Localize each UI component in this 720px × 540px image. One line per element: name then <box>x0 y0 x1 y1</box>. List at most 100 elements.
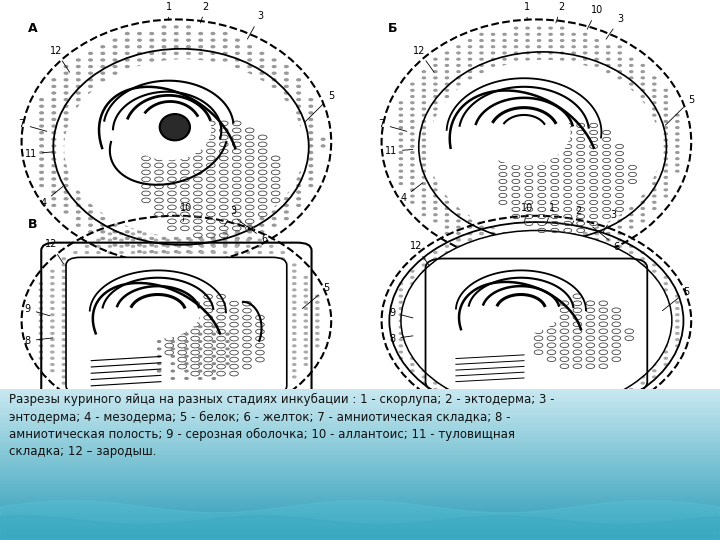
Circle shape <box>607 314 610 315</box>
Circle shape <box>492 208 495 210</box>
Circle shape <box>316 320 319 322</box>
Circle shape <box>503 245 506 247</box>
Circle shape <box>64 99 68 100</box>
Circle shape <box>676 170 679 172</box>
Circle shape <box>178 258 181 260</box>
Circle shape <box>212 351 215 353</box>
Circle shape <box>138 39 141 41</box>
Circle shape <box>584 201 587 203</box>
Circle shape <box>212 376 215 378</box>
Circle shape <box>158 348 161 350</box>
Circle shape <box>618 271 621 272</box>
Circle shape <box>248 118 251 120</box>
Circle shape <box>293 357 296 359</box>
Circle shape <box>109 326 112 328</box>
Text: 7: 7 <box>379 119 407 131</box>
Circle shape <box>469 246 472 247</box>
Circle shape <box>469 52 472 54</box>
Circle shape <box>309 112 312 114</box>
Circle shape <box>120 246 123 247</box>
Circle shape <box>515 320 518 322</box>
Circle shape <box>469 133 472 134</box>
Circle shape <box>109 314 112 315</box>
Circle shape <box>653 177 656 178</box>
Bar <box>0 534 720 536</box>
Circle shape <box>561 164 564 166</box>
Circle shape <box>400 357 402 359</box>
Circle shape <box>235 289 238 291</box>
Circle shape <box>561 233 564 235</box>
Circle shape <box>411 96 414 97</box>
Circle shape <box>248 65 251 68</box>
Circle shape <box>40 138 43 140</box>
Circle shape <box>446 271 449 272</box>
Circle shape <box>260 79 264 81</box>
Circle shape <box>132 339 135 341</box>
Bar <box>0 484 720 485</box>
Circle shape <box>492 351 495 353</box>
Circle shape <box>618 108 621 110</box>
Circle shape <box>561 102 564 104</box>
Circle shape <box>618 252 621 253</box>
Circle shape <box>572 251 575 253</box>
Circle shape <box>446 114 449 116</box>
Circle shape <box>526 183 529 185</box>
Circle shape <box>201 388 204 390</box>
Circle shape <box>40 152 43 153</box>
Circle shape <box>480 326 483 328</box>
Circle shape <box>503 233 506 235</box>
Circle shape <box>248 198 251 200</box>
Circle shape <box>125 52 129 55</box>
Circle shape <box>538 77 541 79</box>
Circle shape <box>572 295 575 297</box>
Circle shape <box>653 120 656 122</box>
Circle shape <box>178 414 181 415</box>
Circle shape <box>411 357 414 359</box>
Circle shape <box>446 382 449 384</box>
Circle shape <box>138 244 141 246</box>
Circle shape <box>223 191 227 193</box>
Circle shape <box>676 339 679 341</box>
Circle shape <box>595 90 598 91</box>
Circle shape <box>515 71 518 72</box>
Circle shape <box>446 158 449 160</box>
Circle shape <box>618 152 621 153</box>
Circle shape <box>630 326 633 328</box>
Circle shape <box>186 165 190 167</box>
Text: 12: 12 <box>413 46 434 72</box>
Circle shape <box>446 252 449 253</box>
Circle shape <box>630 289 633 291</box>
Circle shape <box>538 271 541 272</box>
Circle shape <box>549 289 552 291</box>
Circle shape <box>101 72 104 74</box>
Circle shape <box>526 214 529 215</box>
Circle shape <box>457 201 460 203</box>
Circle shape <box>503 145 506 147</box>
Circle shape <box>549 301 552 303</box>
Circle shape <box>189 382 192 384</box>
Circle shape <box>503 333 506 334</box>
Circle shape <box>595 201 598 203</box>
Circle shape <box>270 252 273 253</box>
Circle shape <box>434 376 437 378</box>
Circle shape <box>174 145 178 147</box>
Circle shape <box>270 314 273 315</box>
Circle shape <box>293 314 296 315</box>
Circle shape <box>434 345 437 347</box>
Circle shape <box>492 258 495 260</box>
Circle shape <box>155 295 158 297</box>
Circle shape <box>515 407 518 409</box>
Circle shape <box>584 227 587 228</box>
Circle shape <box>120 239 123 241</box>
Circle shape <box>572 233 575 235</box>
Circle shape <box>211 132 215 133</box>
Circle shape <box>561 407 564 409</box>
Circle shape <box>665 90 667 91</box>
Circle shape <box>526 195 529 197</box>
Circle shape <box>595 320 598 322</box>
Circle shape <box>584 214 587 215</box>
Circle shape <box>224 407 227 409</box>
Circle shape <box>446 152 449 153</box>
Circle shape <box>584 363 587 366</box>
Circle shape <box>549 333 552 334</box>
